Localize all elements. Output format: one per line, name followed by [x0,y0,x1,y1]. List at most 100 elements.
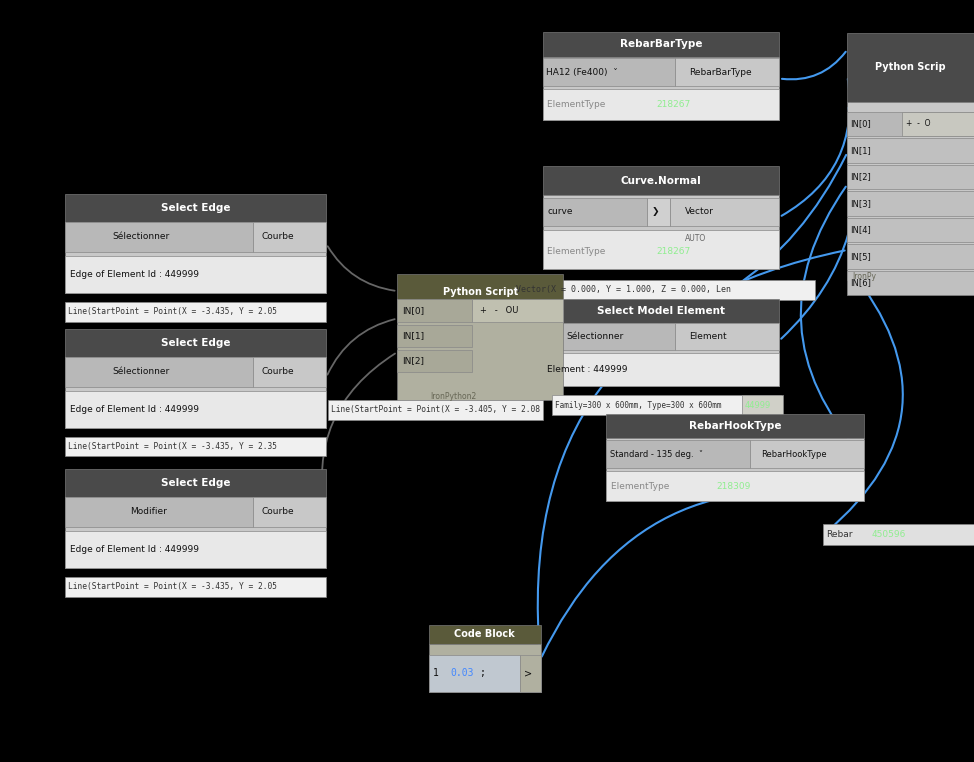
FancyBboxPatch shape [670,198,779,226]
Text: Courbe: Courbe [261,367,293,376]
FancyBboxPatch shape [543,89,779,120]
FancyBboxPatch shape [543,299,779,323]
FancyBboxPatch shape [543,32,779,56]
Text: Select Edge: Select Edge [161,203,231,213]
Text: Courbe: Courbe [261,232,293,242]
Text: RebarHookType: RebarHookType [689,421,781,431]
FancyBboxPatch shape [520,655,541,692]
FancyBboxPatch shape [847,218,974,242]
FancyBboxPatch shape [65,256,326,293]
FancyBboxPatch shape [397,274,563,309]
Text: Python Script: Python Script [442,287,518,297]
Text: IronPython2: IronPython2 [431,392,476,401]
FancyBboxPatch shape [847,245,974,269]
FancyBboxPatch shape [65,222,326,293]
Text: 44999: 44999 [744,401,770,410]
FancyBboxPatch shape [65,194,326,222]
FancyBboxPatch shape [750,440,864,468]
FancyBboxPatch shape [397,325,471,347]
Text: RebarHookType: RebarHookType [761,450,826,459]
FancyBboxPatch shape [328,400,543,420]
FancyBboxPatch shape [65,577,326,597]
FancyBboxPatch shape [543,230,779,269]
Text: IN[4]: IN[4] [850,226,871,235]
FancyBboxPatch shape [471,299,563,322]
Text: Line(StartPoint = Point(X = -3.435, Y = 2.35: Line(StartPoint = Point(X = -3.435, Y = … [68,442,278,451]
FancyBboxPatch shape [606,438,864,501]
FancyBboxPatch shape [543,323,675,350]
Text: ElementType: ElementType [547,101,615,109]
Text: ;: ; [479,668,485,678]
FancyBboxPatch shape [65,222,253,251]
FancyBboxPatch shape [65,391,326,428]
Text: Vector: Vector [685,207,713,216]
FancyBboxPatch shape [675,323,779,350]
Text: ❯: ❯ [652,207,658,216]
Text: 218267: 218267 [656,101,691,109]
FancyBboxPatch shape [847,271,974,296]
FancyBboxPatch shape [606,471,864,501]
Text: Edge of Element Id : 449999: Edge of Element Id : 449999 [70,405,199,414]
FancyBboxPatch shape [65,469,326,497]
FancyBboxPatch shape [847,33,974,102]
FancyBboxPatch shape [253,222,326,251]
Text: ElementType: ElementType [547,247,615,256]
FancyBboxPatch shape [902,112,974,136]
FancyBboxPatch shape [65,497,326,568]
FancyBboxPatch shape [65,329,326,357]
FancyBboxPatch shape [65,302,326,322]
FancyBboxPatch shape [543,198,647,226]
FancyBboxPatch shape [397,350,471,373]
Text: +   -   OU: + - OU [480,306,518,315]
FancyBboxPatch shape [675,59,779,86]
Text: Select Edge: Select Edge [161,338,231,348]
Text: IN[5]: IN[5] [850,252,871,261]
Text: AUTO: AUTO [685,234,706,242]
Text: Element: Element [690,332,727,341]
Text: Element : 449999: Element : 449999 [547,365,628,374]
FancyBboxPatch shape [606,440,750,468]
Text: Sélectionner: Sélectionner [112,232,169,242]
FancyBboxPatch shape [847,138,974,162]
Text: Edge of Element Id : 449999: Edge of Element Id : 449999 [70,545,199,554]
Text: Sélectionner: Sélectionner [112,367,169,376]
FancyBboxPatch shape [543,323,779,386]
Text: Curve.Normal: Curve.Normal [620,175,701,185]
FancyBboxPatch shape [543,166,779,195]
Text: Modifier: Modifier [131,507,168,517]
Text: 1: 1 [433,668,445,678]
FancyBboxPatch shape [847,112,974,136]
FancyBboxPatch shape [823,524,974,545]
FancyBboxPatch shape [65,437,326,456]
Text: 450596: 450596 [872,530,906,539]
Text: Line(StartPoint = Point(X = -3.435, Y = 2.05: Line(StartPoint = Point(X = -3.435, Y = … [68,307,278,316]
FancyBboxPatch shape [513,280,815,300]
Text: Select Model Element: Select Model Element [597,306,725,316]
FancyBboxPatch shape [65,357,326,428]
Text: Courbe: Courbe [261,507,293,517]
Text: curve: curve [547,207,573,216]
Text: IN[0]: IN[0] [402,306,425,315]
Text: HA12 (Fe400)  ˅: HA12 (Fe400) ˅ [546,68,618,77]
FancyBboxPatch shape [543,195,779,269]
FancyBboxPatch shape [253,357,326,386]
FancyBboxPatch shape [552,395,781,415]
Text: IN[2]: IN[2] [850,172,871,181]
Text: IN[1]: IN[1] [850,146,871,155]
Text: 218309: 218309 [717,482,751,491]
Text: Family=300 x 600mm, Type=300 x 600mm: Family=300 x 600mm, Type=300 x 600mm [555,401,722,410]
Text: IN[2]: IN[2] [402,357,425,366]
Text: Rebar: Rebar [826,530,852,539]
FancyBboxPatch shape [65,357,253,386]
FancyBboxPatch shape [606,414,864,438]
Text: 0.03: 0.03 [450,668,473,678]
Text: IronPy: IronPy [852,272,877,281]
Text: Standard - 135 deg.  ˅: Standard - 135 deg. ˅ [610,450,703,459]
Text: 218267: 218267 [656,247,691,256]
FancyBboxPatch shape [847,102,974,280]
FancyBboxPatch shape [429,625,541,644]
FancyBboxPatch shape [429,644,541,692]
FancyBboxPatch shape [647,198,670,226]
Text: >: > [524,668,532,678]
FancyBboxPatch shape [543,59,675,86]
